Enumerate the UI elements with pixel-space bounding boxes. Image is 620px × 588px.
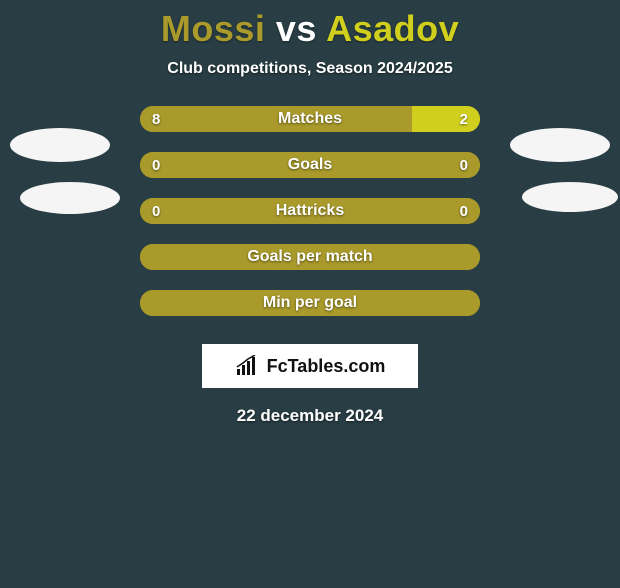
player2-name: Asadov bbox=[326, 8, 459, 49]
subtitle: Club competitions, Season 2024/2025 bbox=[0, 60, 620, 78]
stat-row-matches: 8 Matches 2 bbox=[140, 106, 480, 132]
source-badge: FcTables.com bbox=[202, 344, 418, 388]
player1-avatar-top bbox=[10, 128, 110, 162]
vs-label: vs bbox=[276, 8, 317, 49]
stat-value-right: 0 bbox=[460, 152, 468, 178]
stat-value-right: 2 bbox=[460, 106, 468, 132]
stat-row-min-per-goal: Min per goal bbox=[140, 290, 480, 316]
stat-row-hattricks: 0 Hattricks 0 bbox=[140, 198, 480, 224]
player1-avatar-bottom bbox=[20, 182, 120, 214]
player2-avatar-top bbox=[510, 128, 610, 162]
page-title: Mossi vs Asadov bbox=[0, 8, 620, 50]
stat-label: Goals bbox=[140, 152, 480, 178]
player2-avatar-bottom bbox=[522, 182, 618, 212]
source-badge-text: FcTables.com bbox=[267, 356, 386, 377]
stat-label: Hattricks bbox=[140, 198, 480, 224]
stat-row-goals-per-match: Goals per match bbox=[140, 244, 480, 270]
stat-label: Min per goal bbox=[140, 290, 480, 316]
bar-chart-icon bbox=[235, 355, 261, 377]
player1-name: Mossi bbox=[161, 8, 266, 49]
date-label: 22 december 2024 bbox=[0, 406, 620, 426]
stat-value-right: 0 bbox=[460, 198, 468, 224]
stat-label: Matches bbox=[140, 106, 480, 132]
stat-label: Goals per match bbox=[140, 244, 480, 270]
stat-row-goals: 0 Goals 0 bbox=[140, 152, 480, 178]
